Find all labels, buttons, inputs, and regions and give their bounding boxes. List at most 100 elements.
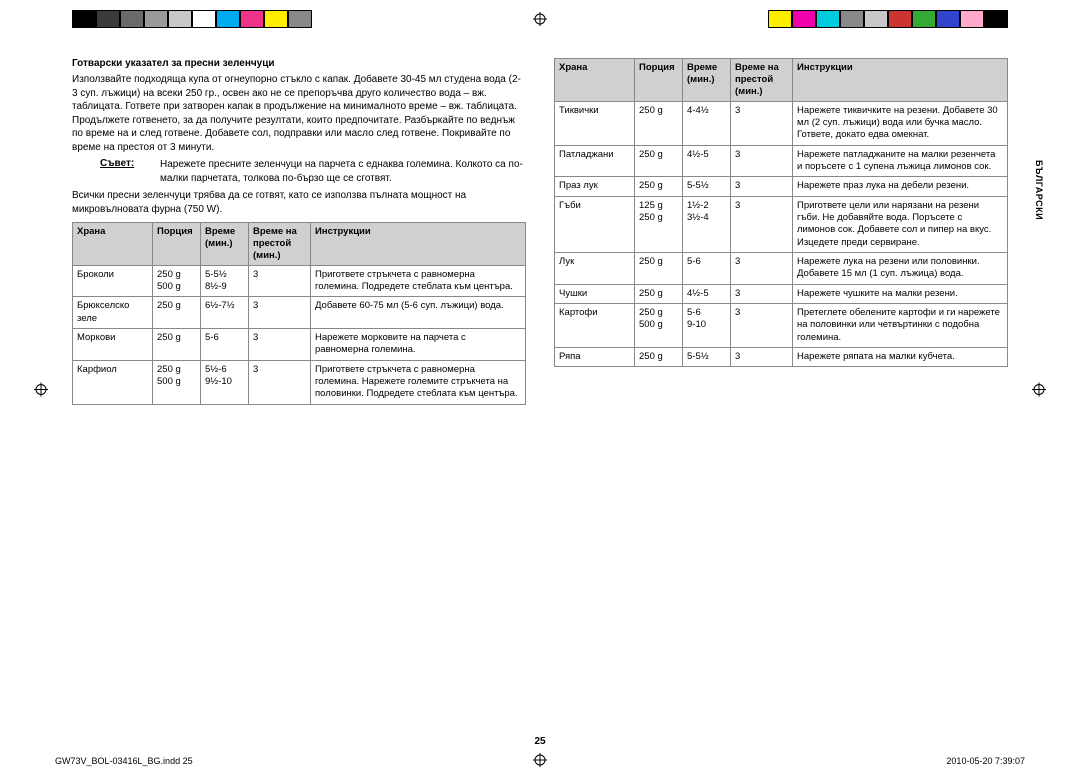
color-swatch [888,10,912,28]
cell-instr: Нарежете чушките на малки резени. [793,284,1008,303]
tip-text: Нарежете пресните зеленчуци на парчета с… [160,158,526,185]
cell-time: 4½-5 [683,145,731,177]
cell-time: 5-5½ [683,177,731,196]
table-row: Моркови250 g5-63Нарежете морковите на па… [73,329,526,361]
table-row: Праз лук250 g5-5½3Нарежете праз лука на … [555,177,1008,196]
color-swatch [984,10,1008,28]
cell-instr: Нарежете тиквичките на резени. Добавете … [793,101,1008,145]
th-portion: Порция [635,59,683,102]
th-portion: Порция [153,223,201,266]
left-column: Готварски указател за пресни зеленчуци И… [72,58,526,724]
color-swatch [216,10,240,28]
cell-time: 4½-5 [683,284,731,303]
cell-food: Патладжани [555,145,635,177]
color-swatch [192,10,216,28]
th-instr: Инструкции [793,59,1008,102]
color-swatch [264,10,288,28]
footer-stamp: 2010-05-20 7:39:07 [946,756,1025,766]
color-swatch [72,10,96,28]
cell-portion: 250 g [153,297,201,329]
page-content: Готварски указател за пресни зеленчуци И… [72,58,1008,724]
color-swatch [240,10,264,28]
note-paragraph: Всички пресни зеленчуци трябва да се гот… [72,189,526,216]
cell-stand: 3 [731,348,793,367]
table-row: Картофи250 g500 g5-69-103Претеглете обел… [555,304,1008,348]
cell-time: 5-69-10 [683,304,731,348]
section-heading: Готварски указател за пресни зеленчуци [72,58,526,69]
cell-portion: 250 g [635,177,683,196]
cell-food: Ряпа [555,348,635,367]
cell-instr: Пригответе стръкчета с равномерна големи… [311,265,526,297]
color-swatch [864,10,888,28]
color-swatch [144,10,168,28]
cell-stand: 3 [731,253,793,285]
cell-portion: 250 g [635,253,683,285]
page-number: 25 [534,736,545,747]
cell-time: 5-5½8½-9 [201,265,249,297]
footer-file: GW73V_BOL-03416L_BG.indd 25 [55,756,193,766]
cell-instr: Пригответе стръкчета с равномерна големи… [311,360,526,404]
intro-paragraph: Използвайте подходяща купа от огнеупорно… [72,73,526,154]
color-swatch [120,10,144,28]
table-row: Броколи250 g500 g5-5½8½-93Пригответе стр… [73,265,526,297]
cell-stand: 3 [731,101,793,145]
cell-stand: 3 [249,297,311,329]
cell-time: 5-5½ [683,348,731,367]
color-swatch [816,10,840,28]
cell-portion: 250 g500 g [153,265,201,297]
language-label: БЪЛГАРСКИ [1034,160,1044,220]
cell-stand: 3 [731,284,793,303]
color-swatch [936,10,960,28]
registration-mark-right [1032,383,1046,400]
cell-stand: 3 [249,265,311,297]
registration-mark-left [34,383,48,400]
right-column: Храна Порция Време (мин.) Време на прест… [554,58,1008,724]
cell-food: Брюкселско зеле [73,297,153,329]
th-time: Време (мин.) [683,59,731,102]
cell-food: Моркови [73,329,153,361]
th-food: Храна [555,59,635,102]
color-swatch [792,10,816,28]
color-swatch [288,10,312,28]
cell-portion: 250 g [635,101,683,145]
table-row: Чушки250 g4½-53Нарежете чушките на малки… [555,284,1008,303]
cell-instr: Претеглете обелените картофи и ги нареже… [793,304,1008,348]
cell-instr: Нарежете праз лука на дебели резени. [793,177,1008,196]
table-row: Тиквички250 g4-4½3Нарежете тиквичките на… [555,101,1008,145]
cell-portion: 250 g [153,329,201,361]
cell-portion: 250 g500 g [635,304,683,348]
color-swatch [960,10,984,28]
cell-time: 5½-69½-10 [201,360,249,404]
tip-label: Съвет: [100,158,146,185]
cell-stand: 3 [731,177,793,196]
color-swatch [168,10,192,28]
cell-food: Праз лук [555,177,635,196]
th-time: Време (мин.) [201,223,249,266]
cell-stand: 3 [249,360,311,404]
cell-time: 4-4½ [683,101,731,145]
cell-instr: Нарежете лука на резени или половинки. Д… [793,253,1008,285]
color-swatch [912,10,936,28]
cooking-table-left: Храна Порция Време (мин.) Време на прест… [72,222,526,405]
cell-instr: Добавете 60-75 мл (5-6 суп. лъжици) вода… [311,297,526,329]
cell-time: 1½-23½-4 [683,196,731,252]
th-stand: Време на престой (мин.) [731,59,793,102]
cell-portion: 125 g250 g [635,196,683,252]
cell-time: 6½-7½ [201,297,249,329]
cell-food: Карфиол [73,360,153,404]
cell-portion: 250 g [635,348,683,367]
cell-food: Чушки [555,284,635,303]
cell-instr: Нарежете морковите на парчета с равномер… [311,329,526,361]
cell-instr: Нарежете ряпата на малки кубчета. [793,348,1008,367]
cell-time: 5-6 [683,253,731,285]
cell-instr: Пригответе цели или нарязани на резени г… [793,196,1008,252]
color-swatch [96,10,120,28]
th-food: Храна [73,223,153,266]
color-bar-right [768,10,1008,28]
cell-portion: 250 g [635,145,683,177]
color-bar-left [72,10,312,28]
color-swatch [768,10,792,28]
th-instr: Инструкции [311,223,526,266]
th-stand: Време на престой (мин.) [249,223,311,266]
cell-instr: Нарежете патладжаните на малки резенчета… [793,145,1008,177]
